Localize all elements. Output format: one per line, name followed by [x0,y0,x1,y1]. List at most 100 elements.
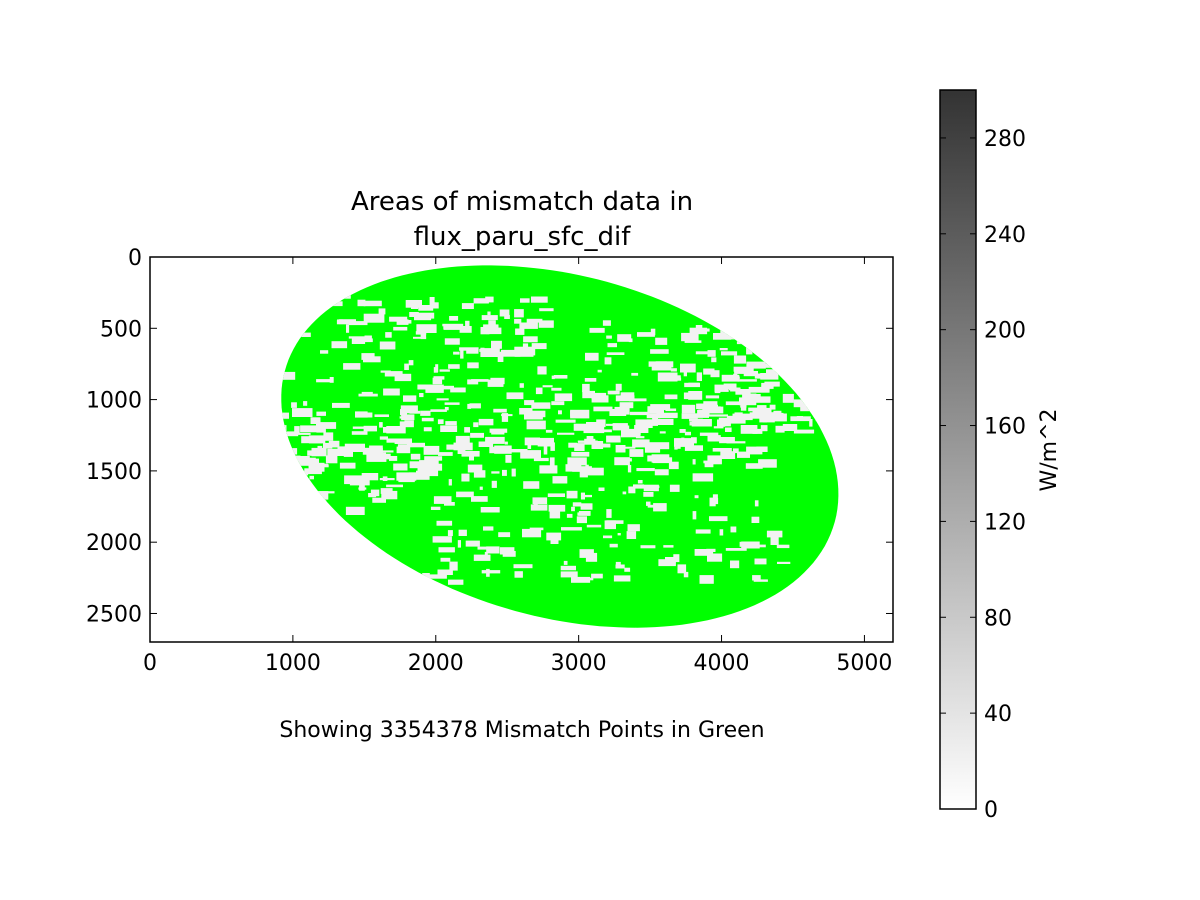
cloud-speck [389,456,398,461]
cloud-speck [499,547,515,555]
cloud-speck [531,296,548,303]
cloud-speck [596,429,612,433]
cloud-speck [436,520,453,526]
cloud-speck [292,455,301,458]
cloud-speck [398,479,415,483]
cloud-speck [743,371,758,377]
cloud-speck [584,378,597,382]
cloud-speck [316,428,326,433]
cloud-speck [607,390,620,395]
cloud-speck [698,328,710,332]
cloud-speck [415,331,427,335]
cloud-speck [456,491,474,498]
cloud-speck [606,435,621,443]
cloud-speck [746,346,753,355]
cloud-speck [760,373,779,380]
cloud-speck [480,507,500,513]
cloud-speck [316,491,335,494]
cloud-speck [749,412,758,415]
cloud-speck [423,445,440,455]
cloud-speck [719,348,728,351]
cloud-speck [579,470,588,478]
cloud-speck [473,470,486,478]
cloud-speck [688,382,700,387]
cloud-speck [721,351,738,356]
cloud-speck [400,405,418,414]
cloud-speck [629,411,649,416]
cloud-speck [335,452,353,456]
cloud-speck [624,567,631,572]
cloud-speck [579,549,594,558]
cloud-speck [438,547,455,553]
cloud-speck [673,554,680,563]
cloud-speck [339,462,356,469]
cloud-speck [657,372,678,382]
cloud-speck [381,450,394,453]
cloud-speck [754,500,759,507]
colorbar-tick-label: 40 [984,702,1012,727]
cloud-speck [524,437,540,446]
cloud-speck [707,553,723,562]
cloud-speck [793,429,815,434]
cloud-speck [684,431,691,436]
cloud-speck [382,476,388,481]
cloud-speck [449,316,459,321]
cloud-speck [281,412,289,419]
cloud-speck [680,363,696,373]
cloud-speck [343,363,361,370]
cloud-speck [692,473,714,482]
cloud-speck [358,412,373,418]
cloud-speck [615,445,626,453]
cloud-speck [316,411,326,416]
cloud-speck [719,529,724,536]
cloud-speck [418,305,434,311]
cloud-speck [591,395,609,403]
cloud-speck [533,457,549,462]
cloud-speck [515,328,525,335]
cloud-speck [459,326,472,333]
cloud-speck [348,321,368,326]
cloud-speck [478,441,494,447]
cloud-speck [483,526,494,531]
cloud-speck [602,320,611,326]
cloud-speck [746,446,763,455]
cloud-speck [604,357,612,365]
cloud-speck [751,516,760,523]
cloud-speck [602,443,611,448]
cloud-speck [635,419,653,428]
cloud-speck [617,533,621,536]
cloud-speck [488,320,496,328]
cloud-speck [437,419,444,425]
cloud-speck [417,466,425,475]
cloud-speck [419,393,424,398]
cloud-speck [622,491,627,495]
cloud-speck [504,441,508,445]
cloud-speck [491,480,497,488]
cloud-speck [745,463,763,469]
cloud-speck [571,506,575,512]
cloud-speck [692,419,709,423]
cloud-speck [301,332,311,337]
cloud-speck [606,335,612,339]
cloud-speck [511,468,516,477]
cloud-speck [665,557,675,561]
cloud-speck [574,443,585,451]
cloud-speck [709,516,728,522]
cloud-speck [363,300,382,307]
colorbar-tick-label: 200 [984,319,1026,344]
cloud-speck [411,313,415,316]
cloud-speck [576,516,587,524]
cloud-speck [386,484,403,488]
cloud-speck [440,557,451,562]
cloud-speck [733,448,739,454]
cloud-speck [597,369,602,373]
cloud-speck [753,579,768,582]
cloud-speck [732,413,753,421]
cloud-speck [575,414,579,417]
cloud-speck [366,454,387,462]
cloud-speck [399,416,404,419]
cloud-speck [444,402,460,405]
cloud-speck [467,403,471,409]
cloud-speck [683,370,687,377]
cloud-speck [444,338,460,345]
